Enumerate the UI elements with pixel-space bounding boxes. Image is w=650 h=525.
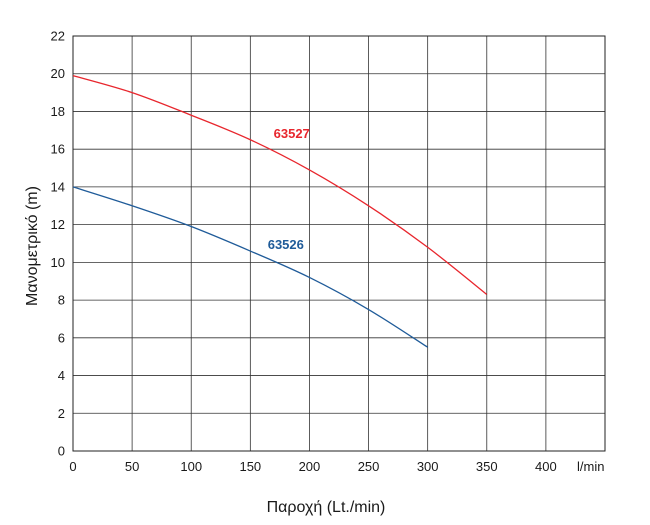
y-tick-label: 16 [51,142,65,157]
y-tick-label: 6 [58,330,65,345]
y-tick-label: 12 [51,217,65,232]
y-tick-label: 8 [58,293,65,308]
y-tick-label: 22 [51,29,65,44]
x-tick-label: 250 [358,459,380,474]
y-tick-label: 18 [51,104,65,119]
y-axis-title: Μανομετρικό (m) [24,186,41,306]
series-lines [72,74,488,348]
x-tick-label: 0 [69,459,76,474]
x-tick-label: 350 [476,459,498,474]
series-line-63527 [72,74,488,295]
y-tick-label: 10 [51,255,65,270]
x-tick-label: 50 [125,459,139,474]
x-unit-label: l/min [577,459,604,474]
x-tick-label: 150 [239,459,261,474]
y-tick-labels: 0 2 4 6 8 10 12 14 16 18 20 22 [51,29,65,459]
y-tick-label: 2 [58,406,65,421]
plot-frame [72,35,606,452]
x-tick-label: 100 [180,459,202,474]
y-tick-label: 4 [58,368,65,383]
series-labels: 63527 63526 [268,126,310,252]
y-tick-label: 0 [58,444,65,459]
y-tick-label: 20 [51,66,65,81]
x-axis-title: Παροχή (Lt./min) [267,499,386,516]
x-tick-labels: 0 50 100 150 200 250 300 350 400 [69,459,556,474]
x-tick-label: 400 [535,459,557,474]
series-label-63527: 63527 [274,126,310,141]
x-tick-label: 200 [299,459,321,474]
x-tick-label: 300 [417,459,439,474]
series-line-63526 [72,186,429,348]
y-tick-label: 14 [51,179,65,194]
series-label-63526: 63526 [268,237,304,252]
